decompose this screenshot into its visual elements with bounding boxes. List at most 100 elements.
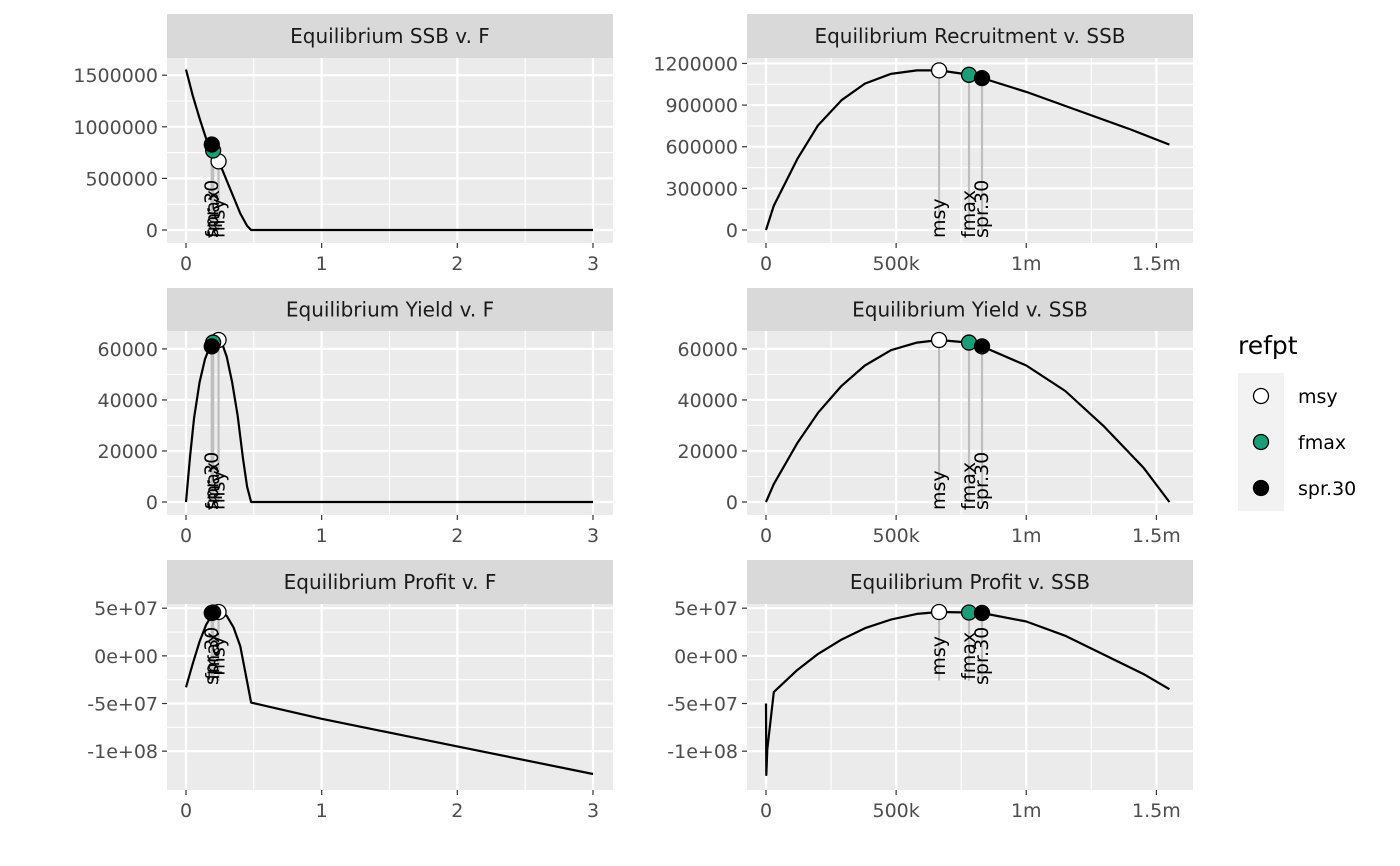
x-tick-label: 1	[316, 800, 328, 822]
y-tick-label: 40000	[98, 390, 158, 412]
facet-equilibrium-ssb-v-f: Equilibrium SSB v. F 0 1 2 3 0 500000 1000000 15…	[73, 14, 613, 275]
strip-title: Equilibrium Recruitment v. SSB	[814, 24, 1125, 48]
refpt-annotation-msy: msy	[208, 198, 230, 238]
y-tick-label: 40000	[678, 390, 738, 412]
equilibrium-curve	[184, 338, 593, 504]
data-layer	[764, 69, 1170, 231]
x-tick-label: 0	[180, 525, 192, 547]
strip-title: Equilibrium Profit v. SSB	[850, 570, 1090, 594]
equilibrium-curve	[184, 610, 594, 776]
strip	[167, 288, 613, 331]
y-tick-label: -5e+07	[667, 694, 738, 716]
y-tick-label: 0	[726, 492, 738, 514]
x-tick-label: 500k	[872, 525, 919, 547]
x-tick-label: 500k	[872, 253, 919, 275]
y-tick-label: 1500000	[73, 65, 158, 87]
refpt-annotation-msy: msy	[208, 470, 230, 510]
facet-equilibrium-profit-v-ssb: Equilibrium Profit v. SSB 0 500k 1m 1.5m -1e+…	[667, 560, 1193, 822]
equilibrium-curve	[184, 69, 593, 232]
x-tick-label: 0	[760, 800, 772, 822]
refpt-point-spr-30	[203, 338, 220, 355]
y-tick-label: 600000	[665, 137, 738, 159]
refpt-annotation-spr-30: spr.30	[971, 627, 993, 685]
refpt-annotation-msy: msy	[928, 470, 950, 510]
x-tick-label: 500k	[872, 800, 919, 822]
strip-title: Equilibrium Yield v. SSB	[852, 298, 1088, 322]
equilibrium-curve	[764, 338, 1171, 503]
x-tick-label: 0	[760, 525, 772, 547]
strip	[747, 288, 1193, 331]
x-tick-label: 0	[180, 253, 192, 275]
y-tick-label: 900000	[665, 95, 738, 117]
refpt-point-spr-30	[973, 338, 991, 355]
refpt-annotation-spr-30: spr.30	[971, 180, 993, 238]
y-tick-label: 5e+07	[94, 598, 158, 620]
refpt-annotation-msy: msy	[928, 198, 950, 238]
y-tick-label: 0e+00	[674, 646, 738, 668]
refpt-point-msy	[930, 331, 948, 349]
y-tick-label: 0	[146, 492, 158, 514]
refpt-annotation-fmax: fmax	[958, 462, 980, 510]
refpt-annotation-msy: msy	[208, 636, 230, 676]
strip-title: Equilibrium Yield v. F	[286, 298, 494, 322]
facet-equilibrium-recruitment-v-ssb: Equilibrium Recruitment v. SSB 0 500k 1m 1.5…	[653, 14, 1193, 275]
x-tick-label: 3	[587, 800, 599, 822]
refpt-annotation-fmax: fmax	[958, 632, 980, 680]
y-tick-label: 60000	[678, 339, 738, 361]
facet-equilibrium-profit-v-f: Equilibrium Profit v. F 0 1 2 3 -1e+08 -5e+07 0…	[87, 560, 613, 822]
strip	[167, 14, 613, 58]
refpt-point-msy	[930, 603, 948, 621]
y-tick-label: -1e+08	[87, 741, 158, 763]
y-tick-label: 60000	[98, 339, 158, 361]
refpt-point-spr-30	[203, 136, 220, 153]
refpt-annotation-msy: msy	[928, 636, 950, 676]
x-tick-label: 0	[760, 253, 772, 275]
refpt-annotation-fmax: fmax	[202, 190, 224, 238]
y-tick-label: 20000	[678, 441, 738, 463]
refpt-annotation-fmax: fmax	[958, 190, 980, 238]
strip-title: Equilibrium SSB v. F	[290, 24, 490, 48]
legend-key-spr30	[1252, 479, 1270, 497]
y-tick-label: -1e+08	[667, 741, 738, 763]
y-tick-label: 20000	[98, 441, 158, 463]
y-tick-label: 1000000	[73, 117, 158, 139]
x-tick-label: 1	[316, 253, 328, 275]
y-tick-label: 0	[146, 220, 158, 242]
legend: refpt msy fmax spr.30	[1238, 331, 1356, 511]
x-tick-label: 0	[180, 800, 192, 822]
x-tick-label: 1m	[1011, 800, 1042, 822]
data-layer	[764, 610, 1170, 777]
refpt-point-spr-30	[203, 604, 220, 622]
x-tick-label: 1m	[1011, 525, 1042, 547]
y-tick-label: -5e+07	[87, 694, 158, 716]
y-tick-label: 5e+07	[674, 598, 738, 620]
data-layer	[764, 338, 1171, 503]
x-tick-label: 1.5m	[1132, 800, 1181, 822]
strip-title: Equilibrium Profit v. F	[284, 570, 497, 594]
y-tick-label: 500000	[85, 168, 158, 190]
legend-label-msy: msy	[1298, 386, 1338, 408]
strip	[747, 560, 1193, 604]
refpt-point-msy	[930, 62, 948, 79]
refpt-annotation-fmax: fmax	[202, 632, 224, 680]
data-layer	[184, 338, 593, 504]
y-tick-label: 0	[726, 220, 738, 242]
legend-label-spr30: spr.30	[1298, 478, 1356, 500]
y-tick-label: 1200000	[653, 53, 738, 75]
facet-panels: Equilibrium SSB v. F0 1 2 30500000100000015…	[73, 14, 1193, 822]
facet-equilibrium-yield-v-ssb: Equilibrium Yield v. SSB 0 500k 1m 1.5m 0 2000…	[678, 288, 1193, 547]
refpt-annotation-spr-30: spr.30	[201, 452, 223, 510]
x-tick-label: 2	[451, 800, 463, 822]
refpt-annotation-fmax: fmax	[202, 462, 224, 510]
refpt-annotation-spr-30: spr.30	[971, 452, 993, 510]
strip	[167, 560, 613, 604]
x-tick-label: 2	[451, 253, 463, 275]
y-tick-label: 0e+00	[94, 646, 158, 668]
x-tick-label: 3	[587, 253, 599, 275]
data-layer	[184, 610, 594, 776]
refpt-annotation-spr-30: spr.30	[201, 180, 223, 238]
legend-title: refpt	[1238, 331, 1298, 360]
legend-key-msy	[1252, 387, 1270, 405]
refpt-point-spr-30	[973, 70, 991, 87]
